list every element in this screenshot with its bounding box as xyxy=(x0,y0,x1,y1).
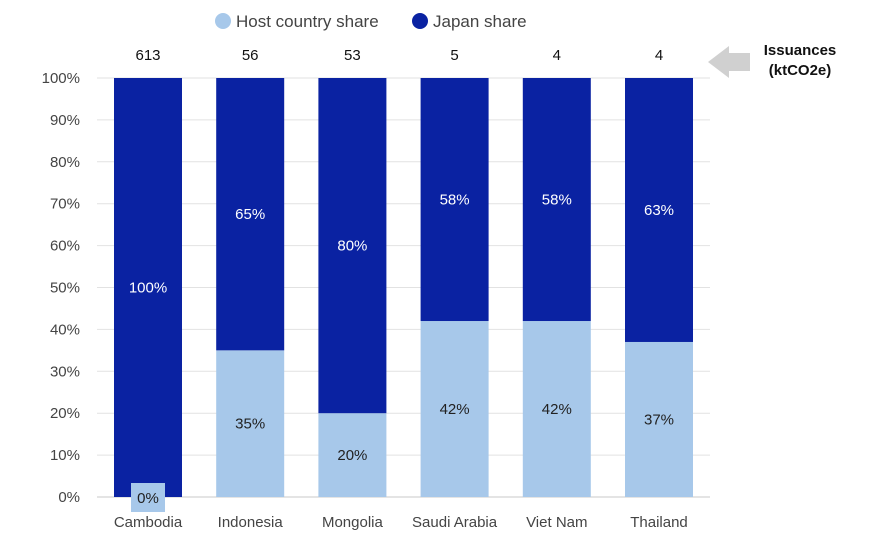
legend-label-host: Host country share xyxy=(236,12,379,31)
y-tick-label: 90% xyxy=(50,112,80,129)
issuance-label: 5 xyxy=(450,47,458,64)
x-tick-label: Indonesia xyxy=(218,514,284,531)
bar-host-share xyxy=(625,341,693,497)
legend-label-japan: Japan share xyxy=(433,12,527,31)
x-tick-label: Saudi Arabia xyxy=(412,514,498,531)
issuance-label: 4 xyxy=(655,47,663,64)
y-tick-label: 40% xyxy=(50,321,80,338)
bar-host-share xyxy=(522,321,591,497)
issuance-label: 56 xyxy=(242,47,259,64)
y-tick-label: 60% xyxy=(50,238,80,255)
data-label-japan: 58% xyxy=(440,192,470,209)
issuance-label: 4 xyxy=(553,47,561,64)
data-label-box xyxy=(131,483,165,512)
bar-host-share xyxy=(420,321,489,497)
data-label-japan: 58% xyxy=(542,192,572,209)
data-label-host: 0% xyxy=(137,490,159,507)
data-label-japan: 80% xyxy=(337,238,367,255)
x-tick-label: Cambodia xyxy=(114,514,183,531)
y-tick-label: 0% xyxy=(58,489,80,506)
bar-japan-share xyxy=(318,78,387,414)
issuance-label: 53 xyxy=(344,47,361,64)
data-label-japan: 63% xyxy=(644,202,674,219)
data-label-host: 35% xyxy=(235,416,265,433)
y-tick-label: 20% xyxy=(50,405,80,422)
y-tick-label: 10% xyxy=(50,447,80,464)
y-tick-label: 30% xyxy=(50,363,80,380)
bar-japan-share xyxy=(522,78,591,322)
data-label-host: 42% xyxy=(440,401,470,418)
y-tick-label: 100% xyxy=(42,70,80,87)
y-tick-label: 50% xyxy=(50,280,80,297)
data-label-japan: 100% xyxy=(129,280,167,297)
data-label-host: 37% xyxy=(644,411,674,428)
issuances-unit: (ktCO2e) xyxy=(769,62,832,79)
bar-japan-share xyxy=(114,78,182,497)
bar-japan-share xyxy=(420,78,489,322)
bar-host-share xyxy=(216,350,285,497)
x-tick-label: Mongolia xyxy=(322,514,384,531)
legend-marker-japan xyxy=(412,13,428,29)
bar-host-share xyxy=(318,413,387,497)
data-label-japan: 65% xyxy=(235,206,265,223)
x-tick-label: Thailand xyxy=(630,514,688,531)
y-tick-label: 80% xyxy=(50,154,80,171)
data-label-host: 20% xyxy=(337,447,367,464)
legend-marker-host xyxy=(215,13,231,29)
bar-japan-share xyxy=(625,78,693,342)
issuance-label: 613 xyxy=(135,47,160,64)
bar-japan-share xyxy=(216,78,285,351)
x-tick-label: Viet Nam xyxy=(526,514,587,531)
left-arrow-icon xyxy=(708,46,750,78)
issuances-title: Issuances xyxy=(764,42,837,59)
y-tick-label: 70% xyxy=(50,196,80,213)
data-label-host: 42% xyxy=(542,401,572,418)
